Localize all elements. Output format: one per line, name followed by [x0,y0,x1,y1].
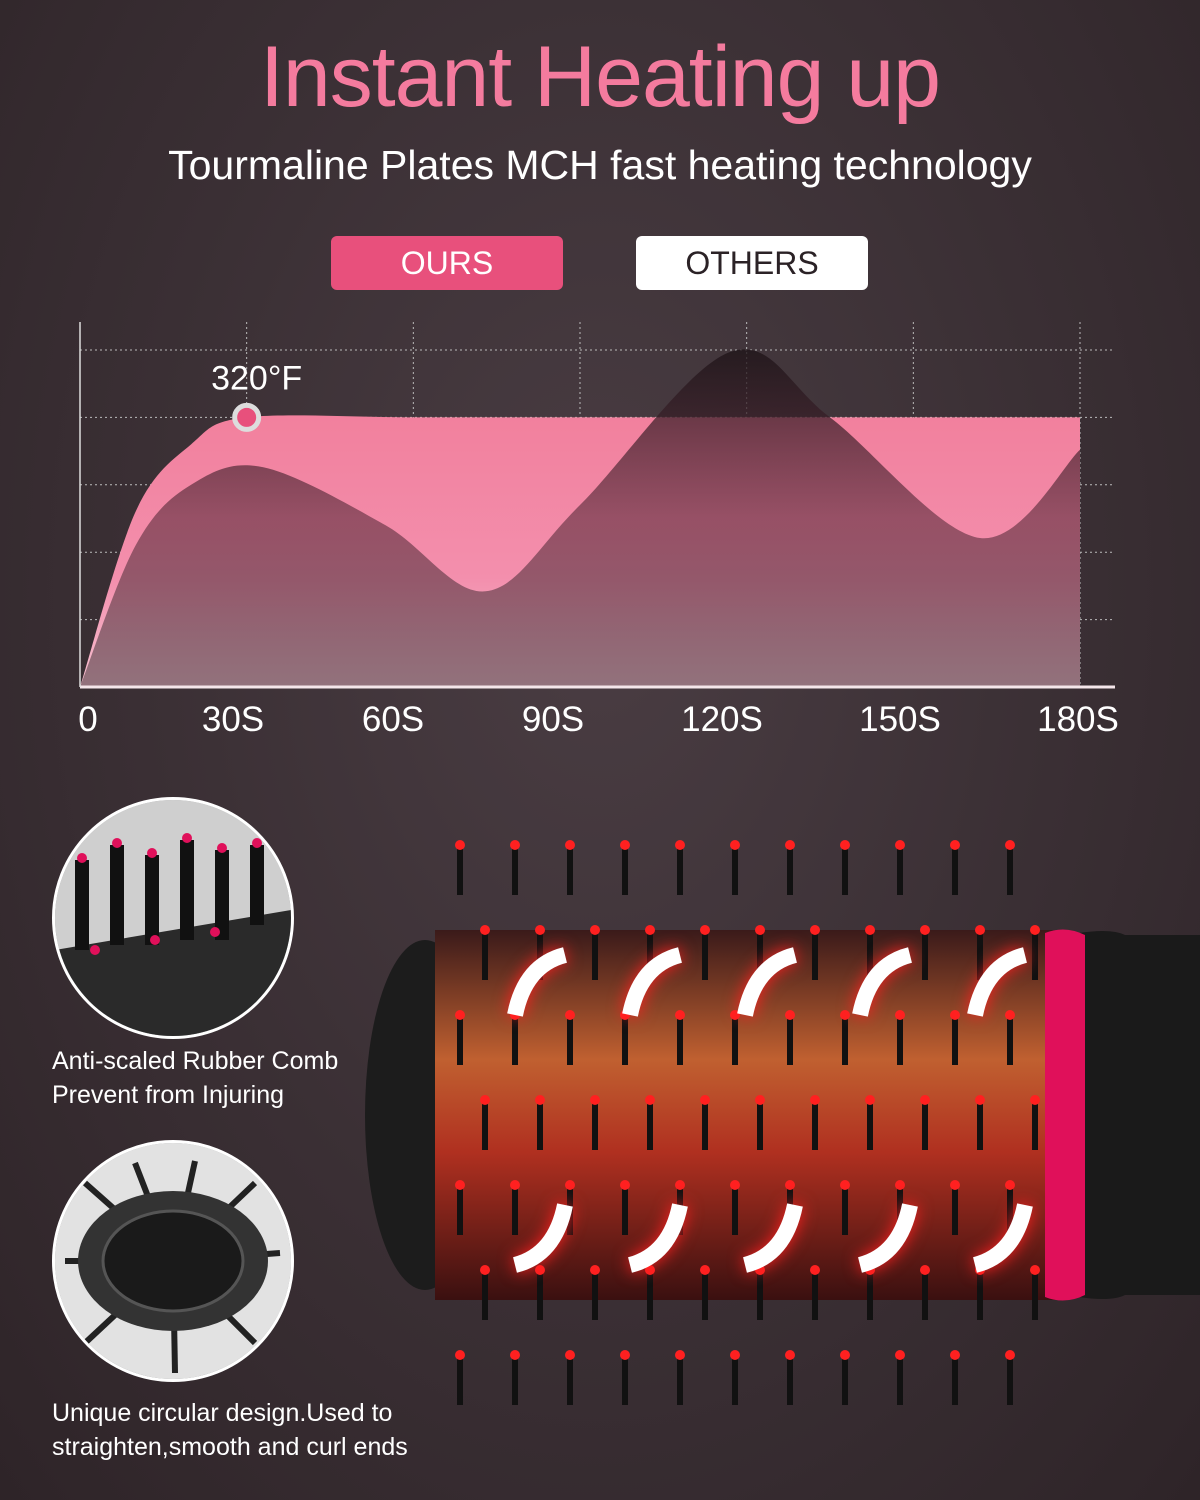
x-tick-label: 0 [78,700,98,739]
x-tick-label: 180S [1037,700,1119,739]
x-tick-label: 90S [521,700,585,739]
heat-arrow-icon [622,947,683,1017]
brush-end-closeup-image [52,1140,294,1382]
legend-ours: OURS [331,236,563,290]
heat-arrow-icon [737,947,798,1017]
peak-marker [232,402,262,432]
heat-arrow-icon [507,947,568,1017]
heat-arrow-icon [972,1203,1033,1273]
heat-arrow-icon [967,947,1028,1017]
heating-chart: 320°F [79,322,1115,689]
heat-arrow-icon [512,1203,573,1273]
x-tick-label: 120S [681,700,763,739]
legend-others: OTHERS [636,236,868,290]
feature-caption-comb: Anti-scaled Rubber Comb Prevent from Inj… [52,1047,339,1109]
heat-arrow-icon [742,1203,803,1273]
feature-caption-circular: Unique circular design.Used to straighte… [52,1399,408,1461]
x-tick-label: 150S [859,700,941,739]
heat-arrow-icon [852,947,913,1017]
comb-closeup-image [52,797,294,1039]
heat-arrow-icon [857,1203,918,1273]
page-subtitle: Tourmaline Plates MCH fast heating techn… [168,142,1032,188]
x-tick-label: 30S [201,700,265,739]
series-area-others [80,349,1080,687]
heat-arrow-icon [627,1203,688,1273]
heated-brush-image [365,825,1200,1405]
page-title: Instant Heating up [259,29,941,125]
x-tick-label: 60S [361,700,425,739]
annotation-label: 320°F [211,359,302,397]
